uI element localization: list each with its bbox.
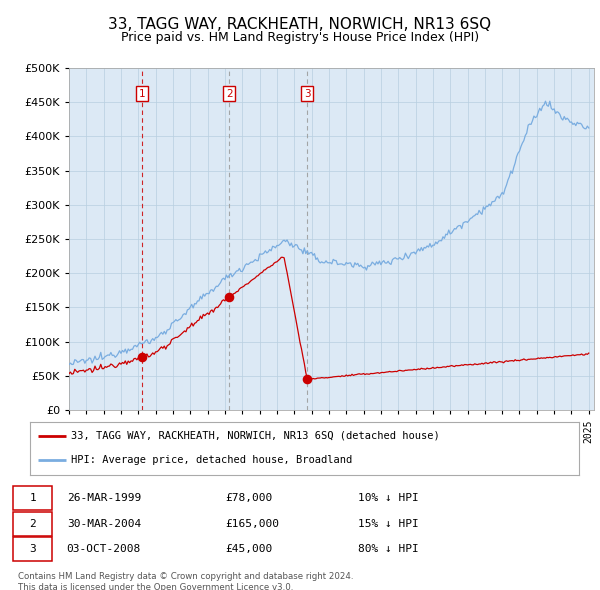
Text: HPI: Average price, detached house, Broadland: HPI: Average price, detached house, Broa…: [71, 455, 352, 465]
Text: £78,000: £78,000: [225, 493, 272, 503]
Text: 3: 3: [304, 89, 311, 99]
FancyBboxPatch shape: [13, 537, 52, 561]
Text: Price paid vs. HM Land Registry's House Price Index (HPI): Price paid vs. HM Land Registry's House …: [121, 31, 479, 44]
Text: 33, TAGG WAY, RACKHEATH, NORWICH, NR13 6SQ (detached house): 33, TAGG WAY, RACKHEATH, NORWICH, NR13 6…: [71, 431, 440, 441]
Text: 10% ↓ HPI: 10% ↓ HPI: [358, 493, 418, 503]
Point: [137, 352, 147, 362]
Text: 3: 3: [29, 545, 36, 554]
Text: Contains HM Land Registry data © Crown copyright and database right 2024.
This d: Contains HM Land Registry data © Crown c…: [18, 572, 353, 590]
FancyBboxPatch shape: [13, 486, 52, 510]
Point: [302, 375, 312, 384]
Text: 03-OCT-2008: 03-OCT-2008: [67, 545, 141, 554]
Text: 80% ↓ HPI: 80% ↓ HPI: [358, 545, 418, 554]
Text: 15% ↓ HPI: 15% ↓ HPI: [358, 519, 418, 529]
Text: 33, TAGG WAY, RACKHEATH, NORWICH, NR13 6SQ: 33, TAGG WAY, RACKHEATH, NORWICH, NR13 6…: [109, 17, 491, 32]
Point: [224, 293, 234, 302]
Text: 1: 1: [29, 493, 36, 503]
Text: 2: 2: [226, 89, 233, 99]
Text: 30-MAR-2004: 30-MAR-2004: [67, 519, 141, 529]
Text: 26-MAR-1999: 26-MAR-1999: [67, 493, 141, 503]
Text: 2: 2: [29, 519, 36, 529]
Text: £165,000: £165,000: [225, 519, 279, 529]
Text: 1: 1: [139, 89, 146, 99]
FancyBboxPatch shape: [13, 512, 52, 536]
Text: £45,000: £45,000: [225, 545, 272, 554]
